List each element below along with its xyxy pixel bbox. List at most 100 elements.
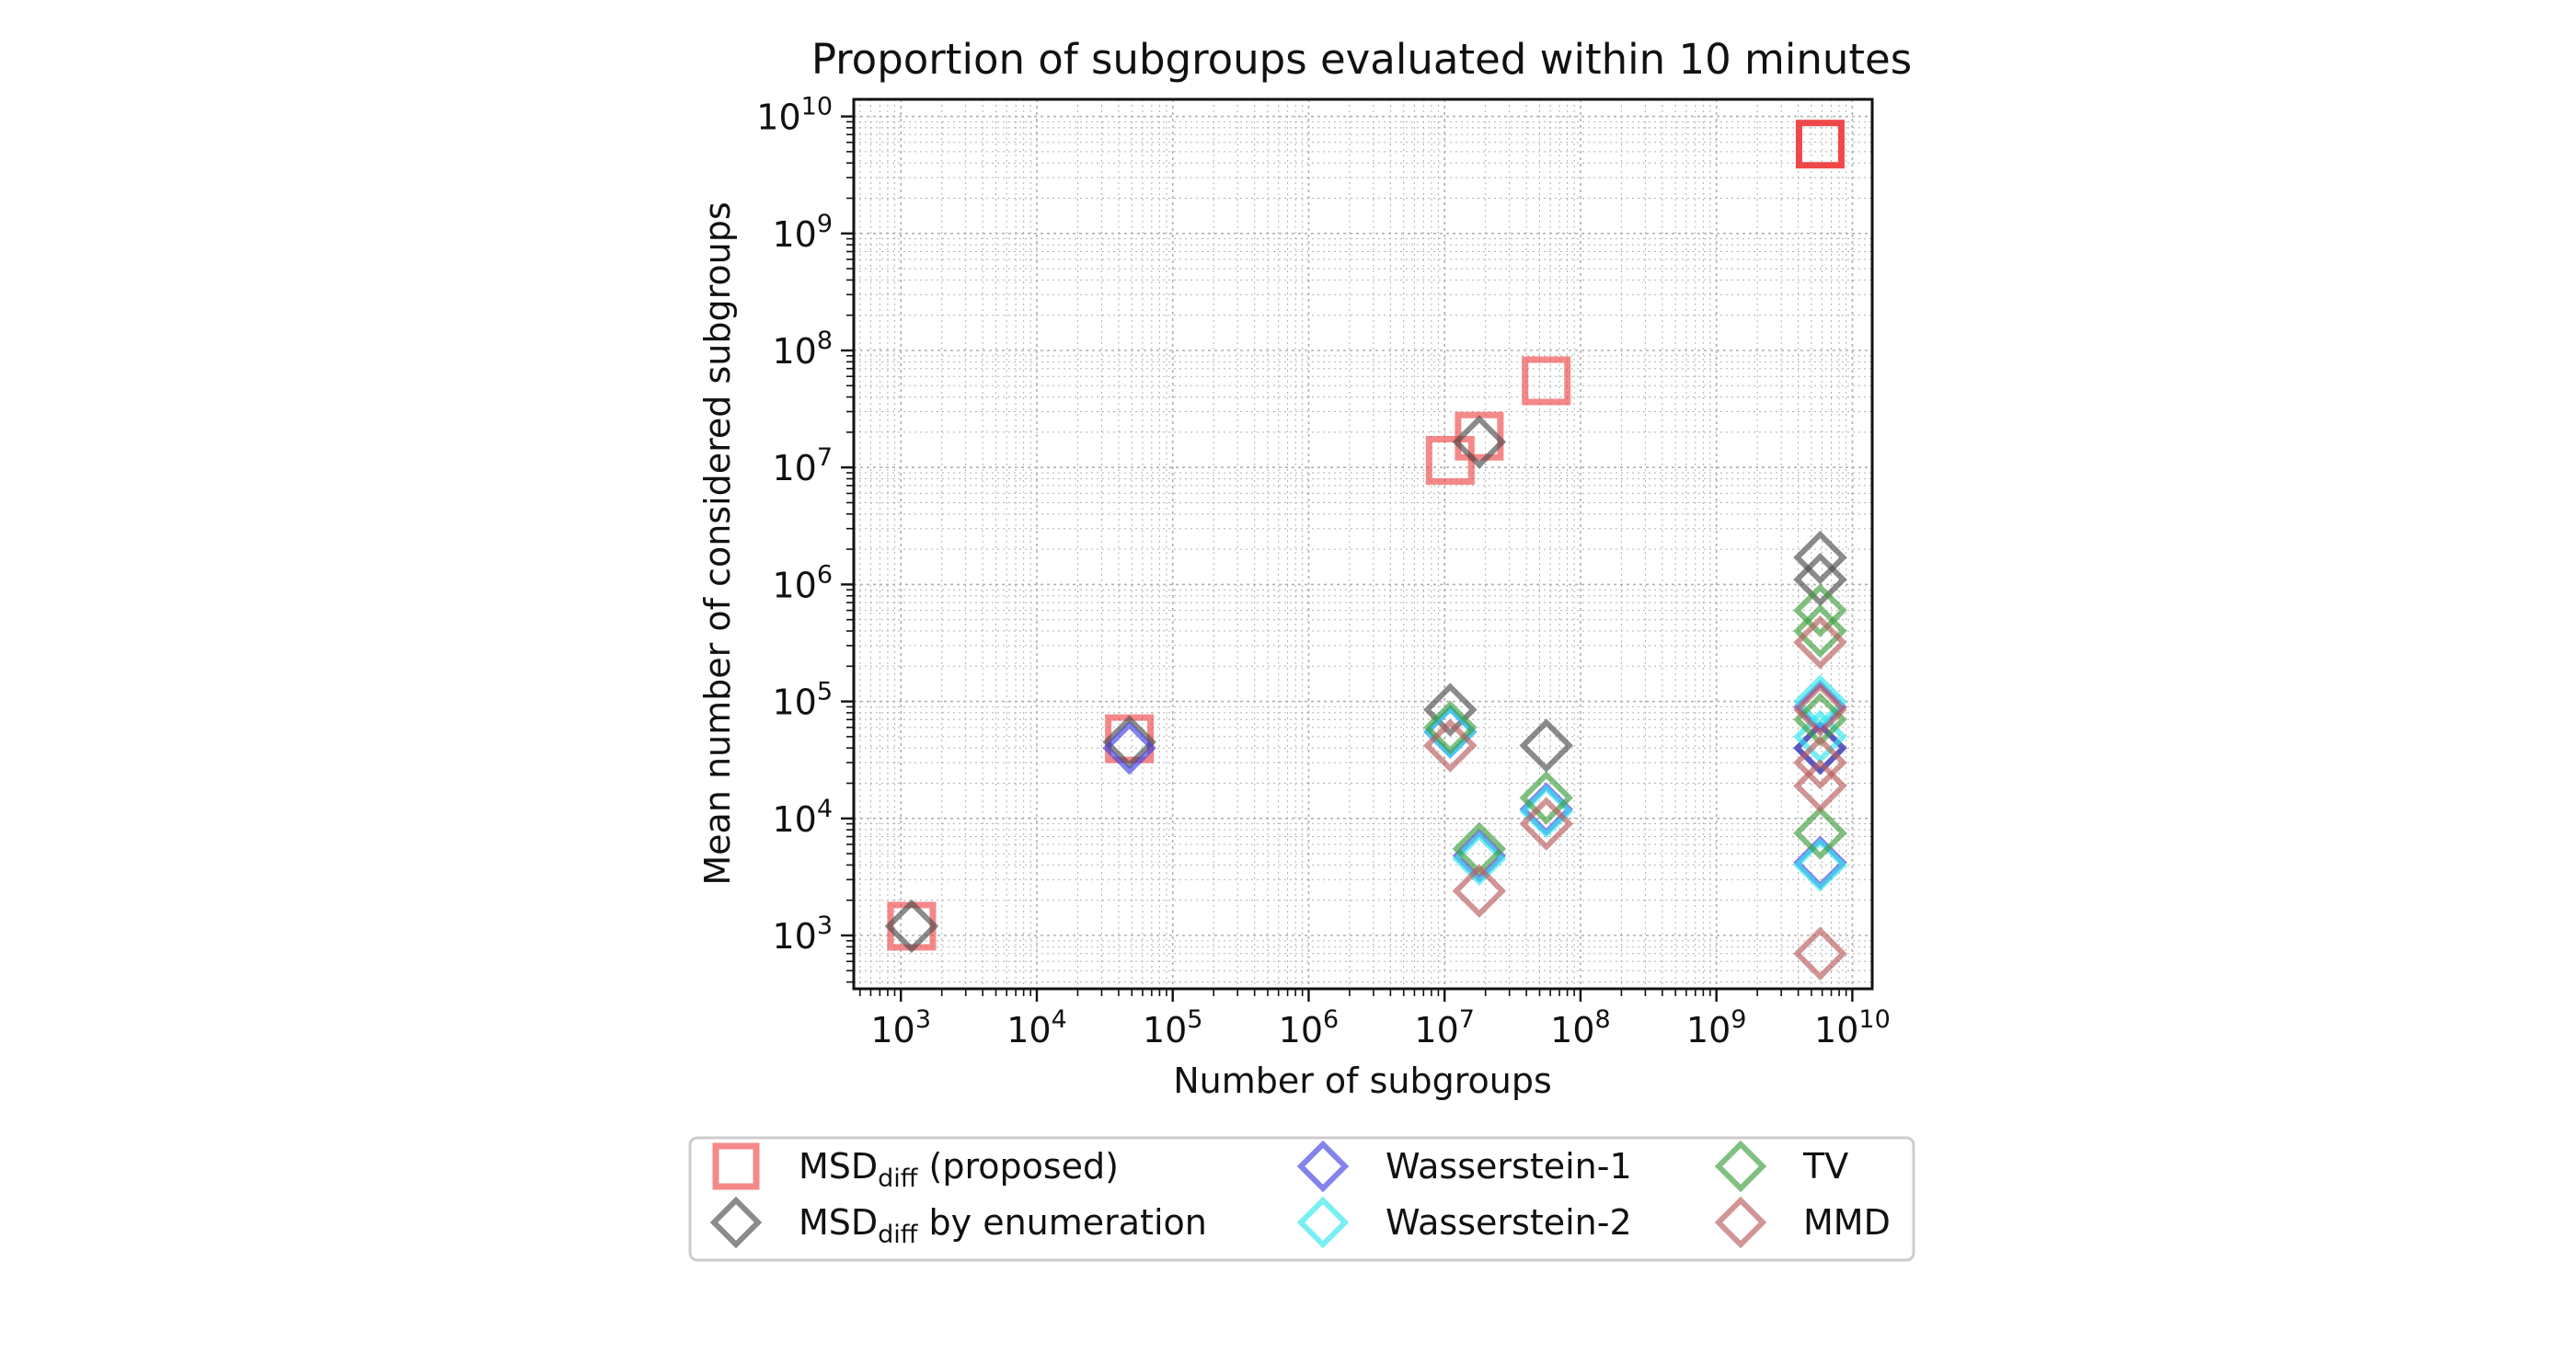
y-tick-label-base: 10 — [772, 799, 816, 840]
chart-title: Proportion of subgroups evaluated within… — [811, 35, 1912, 84]
series-5 — [1423, 615, 1847, 981]
grid — [854, 99, 1872, 989]
legend-item: Wasserstein-1 — [1296, 1140, 1632, 1193]
legend-label-subscript: diff — [878, 1164, 919, 1193]
y-tick-label: 108 — [772, 327, 833, 372]
legend-item: TV — [1714, 1140, 1848, 1193]
x-tick-label-base: 10 — [1143, 1010, 1187, 1050]
legend-label: MSDdiff by enumeration — [799, 1202, 1207, 1249]
x-tick-label-base: 10 — [1550, 1010, 1594, 1050]
x-tick-label-exponent: 5 — [1187, 1005, 1202, 1034]
y-tick-label-base: 10 — [772, 448, 816, 488]
data-point — [1793, 603, 1847, 659]
y-tick-label-base: 10 — [772, 331, 816, 372]
x-tick-label: 105 — [1143, 1005, 1203, 1050]
y-tick-label: 106 — [772, 560, 833, 605]
legend-label-main: Wasserstein-1 — [1386, 1146, 1632, 1187]
y-tick-label-exponent: 3 — [817, 912, 833, 940]
legend-marker — [1714, 1196, 1767, 1249]
x-tick-label: 109 — [1686, 1005, 1747, 1050]
x-axis-label: Number of subgroups — [1173, 1061, 1552, 1101]
data-point — [1452, 832, 1507, 887]
y-tick-label-exponent: 5 — [817, 678, 833, 706]
legend-item: Wasserstein-2 — [1296, 1196, 1632, 1249]
series-2 — [1102, 680, 1847, 889]
series-1 — [884, 415, 1847, 954]
data-point — [1423, 700, 1478, 755]
data-point — [1519, 771, 1573, 825]
x-tick-label-exponent: 7 — [1459, 1005, 1475, 1034]
data-point — [1452, 864, 1507, 918]
data-point — [1452, 415, 1507, 469]
data-point — [1102, 715, 1156, 769]
x-tick-label-exponent: 6 — [1323, 1005, 1339, 1034]
x-tick-label: 108 — [1550, 1005, 1611, 1050]
y-tick-label-exponent: 9 — [817, 210, 833, 238]
y-tick-label: 103 — [772, 912, 833, 957]
legend-item: MMD — [1714, 1196, 1891, 1249]
y-tick-label-exponent: 10 — [801, 93, 833, 121]
y-tick-label-exponent: 8 — [817, 327, 833, 355]
legend-label-main: TV — [1802, 1146, 1848, 1187]
legend-marker — [1714, 1140, 1767, 1193]
x-tick-labels: 103 104 105 106 107 108 109 1010 — [870, 1005, 1890, 1050]
y-tick-label-base: 10 — [772, 682, 816, 723]
legend-label-main: MSD — [799, 1146, 878, 1187]
axis-ticks — [841, 115, 1854, 1002]
legend-label: MSDdiff (proposed) — [799, 1146, 1119, 1193]
legend: MSDdiff (proposed)MSDdiff by enumeration… — [688, 1136, 1915, 1262]
data-point — [1793, 806, 1847, 860]
data-point — [1793, 720, 1847, 775]
data-point — [1522, 356, 1571, 406]
legend-label-main: Wasserstein-2 — [1386, 1202, 1632, 1243]
y-tick-label-base: 10 — [772, 565, 816, 605]
x-tick-label-base: 10 — [1686, 1010, 1731, 1050]
x-tick-label: 1010 — [1814, 1005, 1891, 1050]
data-point — [1455, 411, 1504, 461]
legend-label-rest: (proposed) — [917, 1146, 1119, 1187]
y-tick-label-base: 10 — [756, 98, 800, 138]
legend-marker — [1296, 1196, 1350, 1249]
legend-label-main: MMD — [1803, 1202, 1891, 1243]
data-point — [1423, 718, 1478, 773]
y-tick-label-exponent: 6 — [817, 560, 833, 589]
data-point — [1793, 552, 1847, 607]
legend-label: Wasserstein-2 — [1386, 1202, 1632, 1243]
y-tick-label: 104 — [772, 795, 833, 840]
x-tick-label-base: 10 — [1279, 1010, 1323, 1050]
y-tick-label: 107 — [772, 443, 833, 488]
data-point — [1793, 735, 1847, 790]
x-tick-label-exponent: 8 — [1595, 1005, 1611, 1034]
y-tick-label: 1010 — [756, 93, 833, 138]
data-point — [1793, 759, 1847, 813]
y-tick-label-base: 10 — [772, 916, 816, 957]
x-tick-label-exponent: 4 — [1052, 1005, 1067, 1034]
y-tick-label-exponent: 7 — [817, 443, 833, 472]
data-point — [1793, 926, 1847, 981]
x-tick-label-exponent: 10 — [1858, 1005, 1890, 1034]
x-tick-label-exponent: 9 — [1731, 1005, 1746, 1034]
x-tick-label: 107 — [1414, 1005, 1475, 1050]
plot-frame — [852, 98, 1874, 991]
legend-marker — [712, 1142, 760, 1190]
data-point — [1793, 682, 1847, 737]
data-point — [1423, 682, 1478, 737]
x-tick-label-base: 10 — [870, 1010, 914, 1050]
series-4 — [1423, 583, 1847, 877]
data-point — [1519, 797, 1573, 851]
y-tick-label-exponent: 4 — [817, 795, 833, 823]
data-point — [1793, 835, 1847, 889]
data-point — [1793, 674, 1847, 728]
x-tick-label: 106 — [1279, 1005, 1340, 1050]
legend-item: MSDdiff (proposed) — [712, 1142, 1119, 1193]
x-tick-label-base: 10 — [1006, 1010, 1051, 1050]
data-point — [1793, 615, 1847, 670]
x-tick-label: 104 — [1006, 1005, 1067, 1050]
data-point — [1795, 120, 1845, 169]
legend-label-rest: by enumeration — [917, 1202, 1206, 1243]
data-point — [1102, 720, 1156, 775]
legend-marker — [709, 1196, 763, 1249]
data-points — [884, 120, 1847, 981]
